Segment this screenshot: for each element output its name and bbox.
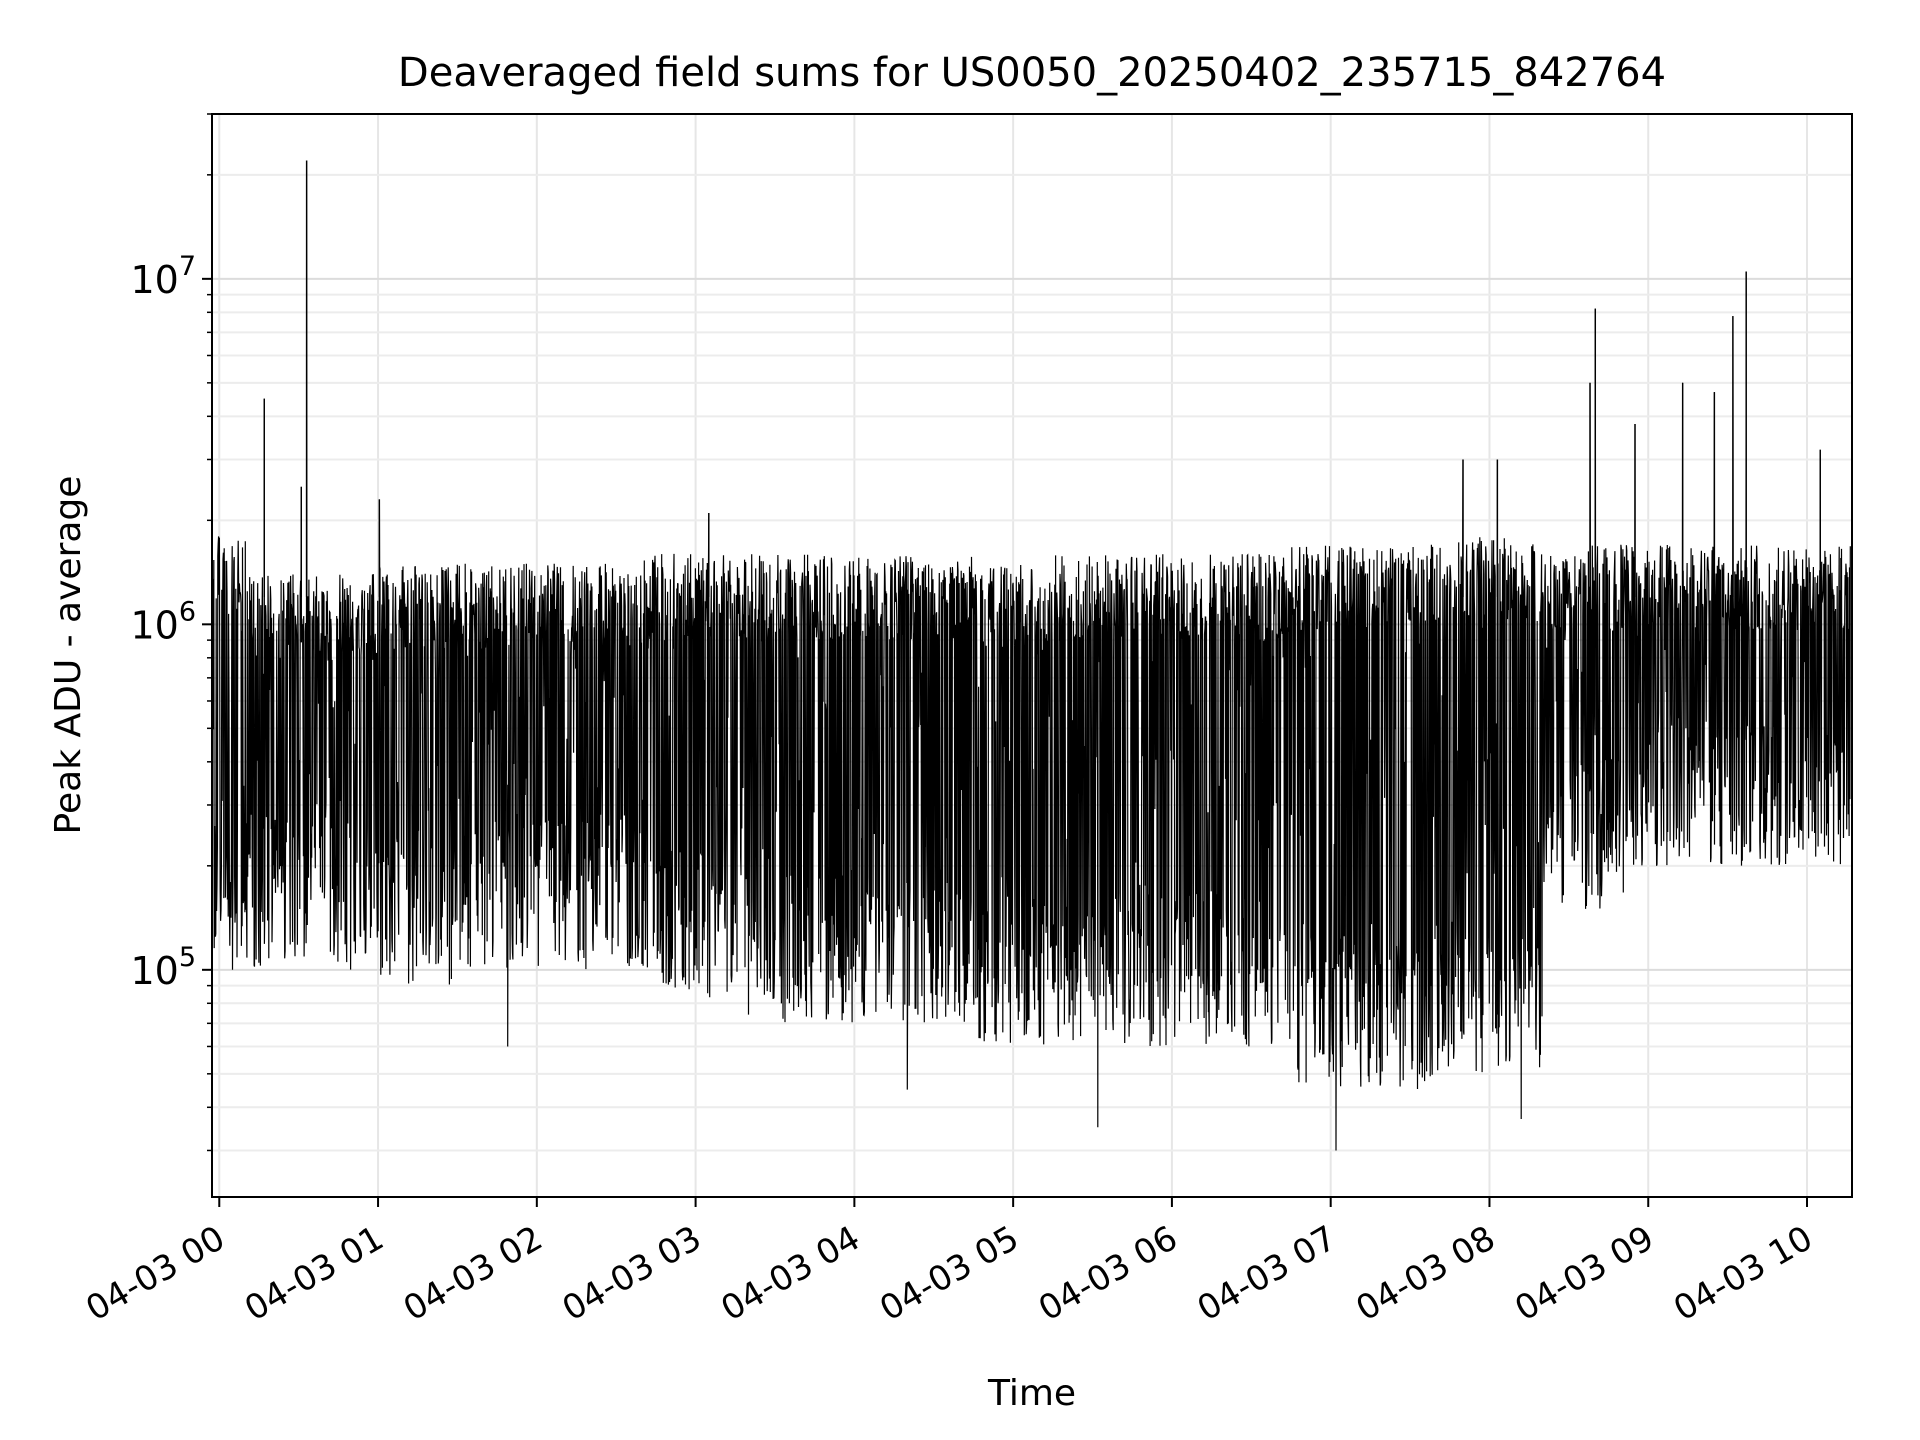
plot-frame (211, 113, 1853, 1198)
x-axis-label: Time (987, 1373, 1076, 1414)
y-tick-label: 106 (130, 596, 196, 647)
series-line (211, 160, 1851, 1151)
y-axis-label: Peak ADU - average (48, 476, 89, 835)
y-tick-label: 105 (130, 942, 196, 993)
y-tick-label: 107 (130, 251, 196, 302)
data-area (211, 160, 1851, 1151)
chart-title: Deaveraged field sums for US0050_2025040… (398, 50, 1666, 96)
